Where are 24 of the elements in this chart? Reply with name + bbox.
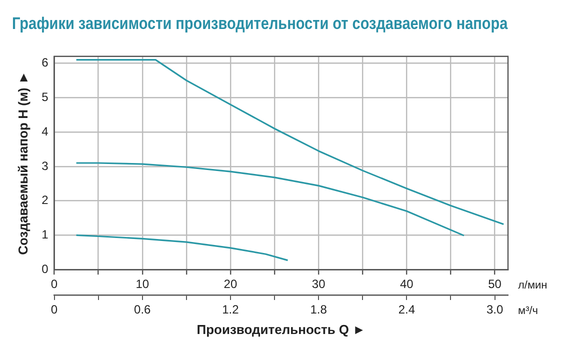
chart-title: Графики зависимости производительности от создаваемого напора [12, 14, 508, 34]
y-tick-label: 0 [42, 262, 49, 276]
x-tick-label: 30 [312, 277, 326, 292]
x2-tick-label: 0 [50, 302, 58, 317]
y-tick-label: 6 [42, 56, 49, 70]
x-tick-label: 20 [224, 277, 238, 292]
x2-tick-label: 1.2 [222, 302, 240, 317]
x-tick-label: 40 [400, 277, 414, 292]
x2-tick-label: 2.4 [398, 302, 416, 317]
x2-tick-label: 3.0 [486, 302, 504, 317]
y-tick-label: 3 [42, 158, 49, 173]
y-axis-title: Создаваемый напор H (м) ► [15, 71, 30, 255]
y-tick-label: 4 [42, 124, 49, 138]
y-tick-label: 2 [42, 193, 49, 208]
y-tick-label: 1 [42, 228, 49, 242]
text: м³/ч [518, 305, 538, 318]
x-tick-label: 10 [136, 277, 150, 292]
x2-tick-label: 0.6 [134, 302, 152, 317]
x-tick-label: 0 [50, 277, 58, 292]
x2-tick-label: 1.8 [310, 302, 328, 317]
text: л/мин [518, 280, 548, 292]
x-tick-label: 50 [488, 277, 502, 292]
y-tick-label: 5 [42, 90, 49, 104]
x-axis-title: Производительность Q ► [196, 322, 366, 337]
